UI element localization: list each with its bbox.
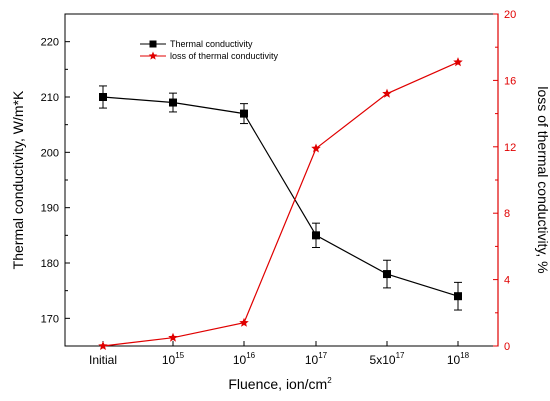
right-axis-tick-label: 12 — [504, 142, 516, 154]
x-axis-title-sup: 2 — [327, 376, 332, 385]
plot-frame — [64, 13, 499, 347]
left-axis-tick-label: 180 — [41, 258, 59, 270]
loss-point — [311, 143, 321, 153]
legend-marker-star — [148, 51, 158, 60]
legend-label: Thermal conductivity — [170, 39, 253, 49]
legend-label: loss of thermal conductivity — [170, 51, 279, 61]
x-axis-tick-label-base: 10 — [447, 353, 461, 367]
loss-point — [239, 317, 249, 327]
y-axis-title-left: Thermal conductivity, W/m*K — [10, 90, 26, 269]
left-axis-tick-label: 210 — [41, 92, 59, 104]
x-axis-tick-label-base: Initial — [89, 353, 117, 367]
x-axis-tick-label: Initial — [89, 353, 117, 367]
x-axis-title-main: Fluence, ion/cm — [228, 376, 327, 392]
thermal-conductivity-point — [240, 109, 248, 118]
thermal-conductivity-point — [169, 98, 177, 107]
x-axis-tick-label-base: 10 — [233, 353, 247, 367]
left-axis-tick-label: 170 — [41, 313, 59, 325]
loss-point — [453, 57, 463, 67]
x-axis-tick-label-base: 5x10 — [370, 353, 396, 367]
thermal-conductivity-point — [454, 292, 462, 301]
right-axis-tick-label: 20 — [504, 9, 516, 21]
thermal-conductivity-point — [383, 270, 391, 279]
x-axis-tick-label: 5x1017 — [370, 351, 405, 367]
left-axis-tick-label: 190 — [41, 203, 59, 215]
legend: Thermal conductivity loss of thermal cond… — [140, 39, 279, 61]
x-axis-tick-label: 1018 — [447, 351, 470, 367]
thermal-conductivity-line — [102, 96, 459, 297]
thermal-conductivity-point — [312, 231, 320, 240]
x-axis-tick-label-exponent: 16 — [246, 351, 255, 360]
left-axis-tick-label: 220 — [41, 37, 59, 49]
right-axis-tick-label: 8 — [504, 208, 510, 220]
x-axis-title: Fluence, ion/cm2 — [228, 376, 332, 392]
right-axis-tick-label: 0 — [504, 341, 510, 353]
x-axis-tick-label-base: 10 — [162, 353, 176, 367]
x-axis-tick-label-exponent: 17 — [396, 351, 405, 360]
loss-point — [168, 332, 178, 342]
thermal-conductivity-point — [99, 93, 107, 101]
right-axis-tick-label: 16 — [504, 75, 516, 87]
loss-point — [98, 341, 108, 351]
x-axis-tick-label: 1015 — [162, 351, 185, 367]
x-axis-tick-label-exponent: 17 — [318, 351, 327, 360]
right-axis-tick-label: 4 — [504, 275, 510, 287]
loss-point — [382, 88, 392, 98]
x-axis-tick-label: 1017 — [305, 351, 328, 367]
x-axis-tick-label-base: 10 — [305, 353, 319, 367]
loss-line — [102, 61, 459, 347]
legend-marker-square — [149, 40, 157, 48]
x-axis-tick-label-exponent: 15 — [175, 351, 184, 360]
left-axis-tick-label: 200 — [41, 147, 59, 159]
y-axis-title-right: loss of thermal conductivity, % — [535, 86, 550, 273]
x-axis-tick-label: 1016 — [233, 351, 256, 367]
x-axis-tick-label-exponent: 18 — [460, 351, 469, 360]
